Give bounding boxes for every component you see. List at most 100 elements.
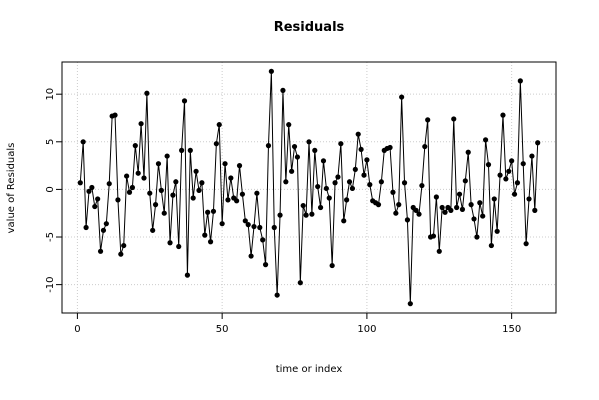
data-point xyxy=(358,146,364,153)
x-tick-label: 150 xyxy=(502,324,521,335)
data-point xyxy=(216,122,222,128)
data-point xyxy=(95,196,101,202)
data-point xyxy=(488,242,494,249)
data-point xyxy=(517,78,523,84)
data-point xyxy=(277,212,283,218)
data-point xyxy=(407,301,413,307)
data-point xyxy=(477,200,483,206)
data-point xyxy=(89,184,95,191)
data-point xyxy=(335,174,341,180)
data-point xyxy=(268,68,274,74)
data-point xyxy=(121,242,127,249)
data-point xyxy=(124,173,130,179)
data-point xyxy=(135,170,141,176)
data-point xyxy=(320,158,327,164)
data-point xyxy=(300,202,306,209)
y-tick-label: 0 xyxy=(45,186,56,192)
data-point xyxy=(193,168,199,174)
data-point xyxy=(97,248,104,254)
data-point xyxy=(115,197,121,203)
data-point xyxy=(413,207,419,213)
data-point xyxy=(497,172,503,178)
data-point xyxy=(361,172,367,178)
data-point xyxy=(173,179,179,185)
data-point xyxy=(176,243,182,250)
data-point xyxy=(103,221,109,227)
data-point xyxy=(520,161,526,167)
data-point xyxy=(225,197,231,203)
data-point xyxy=(77,180,83,186)
data-point xyxy=(367,182,373,188)
data-point xyxy=(147,190,153,196)
data-point xyxy=(529,153,535,159)
data-point xyxy=(416,211,422,217)
data-point xyxy=(167,240,173,246)
data-point xyxy=(315,183,321,190)
y-tick-label: -10 xyxy=(45,276,56,292)
data-point xyxy=(164,153,170,159)
data-point xyxy=(430,233,437,239)
data-point xyxy=(248,253,254,259)
data-point xyxy=(364,157,370,163)
data-point xyxy=(399,94,405,100)
data-point xyxy=(309,211,315,217)
data-point xyxy=(265,143,272,149)
data-point xyxy=(494,228,500,234)
data-point xyxy=(205,209,211,215)
data-point xyxy=(80,139,86,145)
data-point xyxy=(181,98,188,104)
data-point xyxy=(187,147,193,153)
data-point xyxy=(155,161,162,167)
x-axis-label: time or index xyxy=(276,364,343,375)
data-point xyxy=(532,207,538,213)
y-tick-label: 5 xyxy=(45,139,56,145)
data-point xyxy=(262,262,269,268)
data-point xyxy=(352,166,358,173)
data-point xyxy=(86,188,92,194)
data-point xyxy=(425,117,431,123)
data-point xyxy=(491,196,497,202)
data-point xyxy=(511,191,518,197)
data-point xyxy=(100,227,107,233)
data-point xyxy=(456,191,463,197)
data-point xyxy=(506,168,512,174)
data-point xyxy=(251,223,257,230)
data-point xyxy=(118,251,124,257)
data-point xyxy=(83,224,89,231)
data-point xyxy=(260,237,266,243)
data-point xyxy=(202,232,208,238)
x-tick-label: 0 xyxy=(74,324,80,335)
data-point xyxy=(242,218,248,224)
data-point xyxy=(144,90,150,96)
data-point xyxy=(404,217,411,223)
data-point xyxy=(468,202,474,208)
data-point xyxy=(451,116,457,122)
data-point xyxy=(236,162,243,169)
data-point xyxy=(349,185,356,192)
data-point xyxy=(326,195,332,201)
chart-title: Residuals xyxy=(274,20,345,35)
data-point xyxy=(294,154,301,160)
data-point xyxy=(323,185,329,192)
data-point xyxy=(401,180,408,186)
data-point xyxy=(338,141,344,147)
data-point xyxy=(106,181,112,187)
data-point xyxy=(436,248,442,254)
data-point xyxy=(459,206,466,213)
data-point xyxy=(535,140,541,146)
data-point xyxy=(132,143,138,149)
data-point xyxy=(355,131,361,137)
data-point xyxy=(500,112,506,118)
data-point xyxy=(346,179,353,185)
data-point xyxy=(439,204,445,211)
data-point xyxy=(138,121,144,127)
data-point xyxy=(341,218,347,224)
data-point xyxy=(210,208,217,214)
data-point xyxy=(465,149,471,155)
data-point xyxy=(482,137,489,143)
data-point xyxy=(509,158,515,164)
data-point xyxy=(332,180,338,186)
data-point xyxy=(306,139,312,145)
